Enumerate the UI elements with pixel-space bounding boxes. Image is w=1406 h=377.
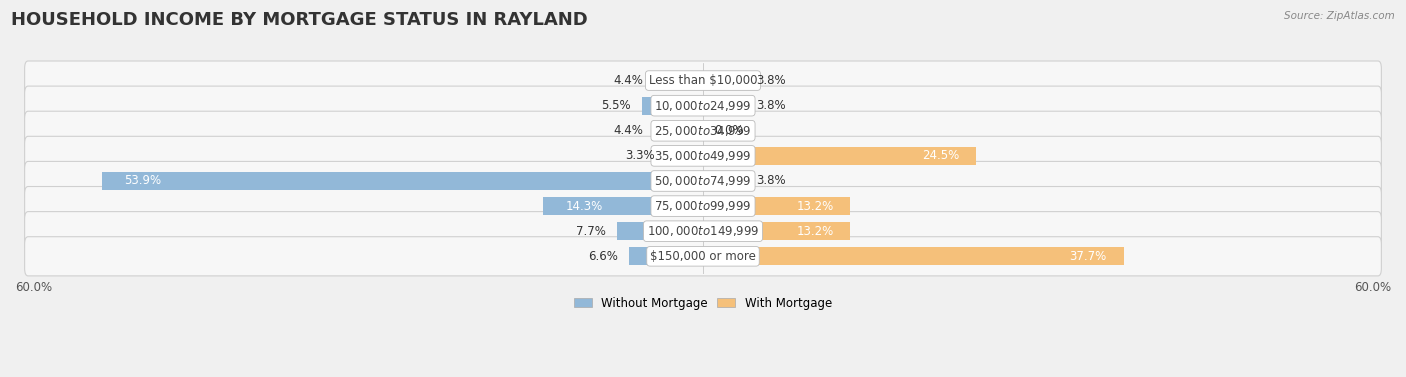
FancyBboxPatch shape [25,61,1381,100]
Bar [654,72,703,90]
Text: 14.3%: 14.3% [565,199,603,213]
Bar [703,197,851,215]
Legend: Without Mortgage, With Mortgage: Without Mortgage, With Mortgage [569,292,837,314]
Bar [101,172,703,190]
FancyBboxPatch shape [25,187,1381,226]
Text: Less than $10,000: Less than $10,000 [648,74,758,87]
Text: 7.7%: 7.7% [576,225,606,238]
Text: Source: ZipAtlas.com: Source: ZipAtlas.com [1284,11,1395,21]
Text: 3.8%: 3.8% [756,99,786,112]
Text: $50,000 to $74,999: $50,000 to $74,999 [654,174,752,188]
Text: $35,000 to $49,999: $35,000 to $49,999 [654,149,752,163]
Text: 4.4%: 4.4% [613,74,643,87]
Bar [703,247,1123,265]
FancyBboxPatch shape [25,111,1381,150]
Text: HOUSEHOLD INCOME BY MORTGAGE STATUS IN RAYLAND: HOUSEHOLD INCOME BY MORTGAGE STATUS IN R… [11,11,588,29]
Text: 13.2%: 13.2% [796,225,834,238]
Bar [703,72,745,90]
Text: $150,000 or more: $150,000 or more [650,250,756,263]
Text: $75,000 to $99,999: $75,000 to $99,999 [654,199,752,213]
Bar [544,197,703,215]
Text: 3.8%: 3.8% [756,74,786,87]
Text: 3.3%: 3.3% [626,149,655,162]
FancyBboxPatch shape [25,237,1381,276]
Bar [641,97,703,115]
Text: $100,000 to $149,999: $100,000 to $149,999 [647,224,759,238]
Text: 6.6%: 6.6% [588,250,619,263]
Bar [703,147,976,165]
Text: 24.5%: 24.5% [922,149,960,162]
Bar [617,222,703,240]
Bar [630,247,703,265]
Text: $10,000 to $24,999: $10,000 to $24,999 [654,99,752,113]
Bar [654,122,703,140]
Text: 53.9%: 53.9% [124,175,162,187]
Bar [703,97,745,115]
Bar [703,172,745,190]
FancyBboxPatch shape [25,136,1381,175]
Bar [703,222,851,240]
Bar [666,147,703,165]
FancyBboxPatch shape [25,161,1381,201]
Text: 13.2%: 13.2% [796,199,834,213]
FancyBboxPatch shape [25,211,1381,251]
Text: 37.7%: 37.7% [1070,250,1107,263]
FancyBboxPatch shape [25,86,1381,125]
Text: 4.4%: 4.4% [613,124,643,137]
Text: 3.8%: 3.8% [756,175,786,187]
Text: $25,000 to $34,999: $25,000 to $34,999 [654,124,752,138]
Text: 0.0%: 0.0% [714,124,744,137]
Text: 5.5%: 5.5% [600,99,630,112]
